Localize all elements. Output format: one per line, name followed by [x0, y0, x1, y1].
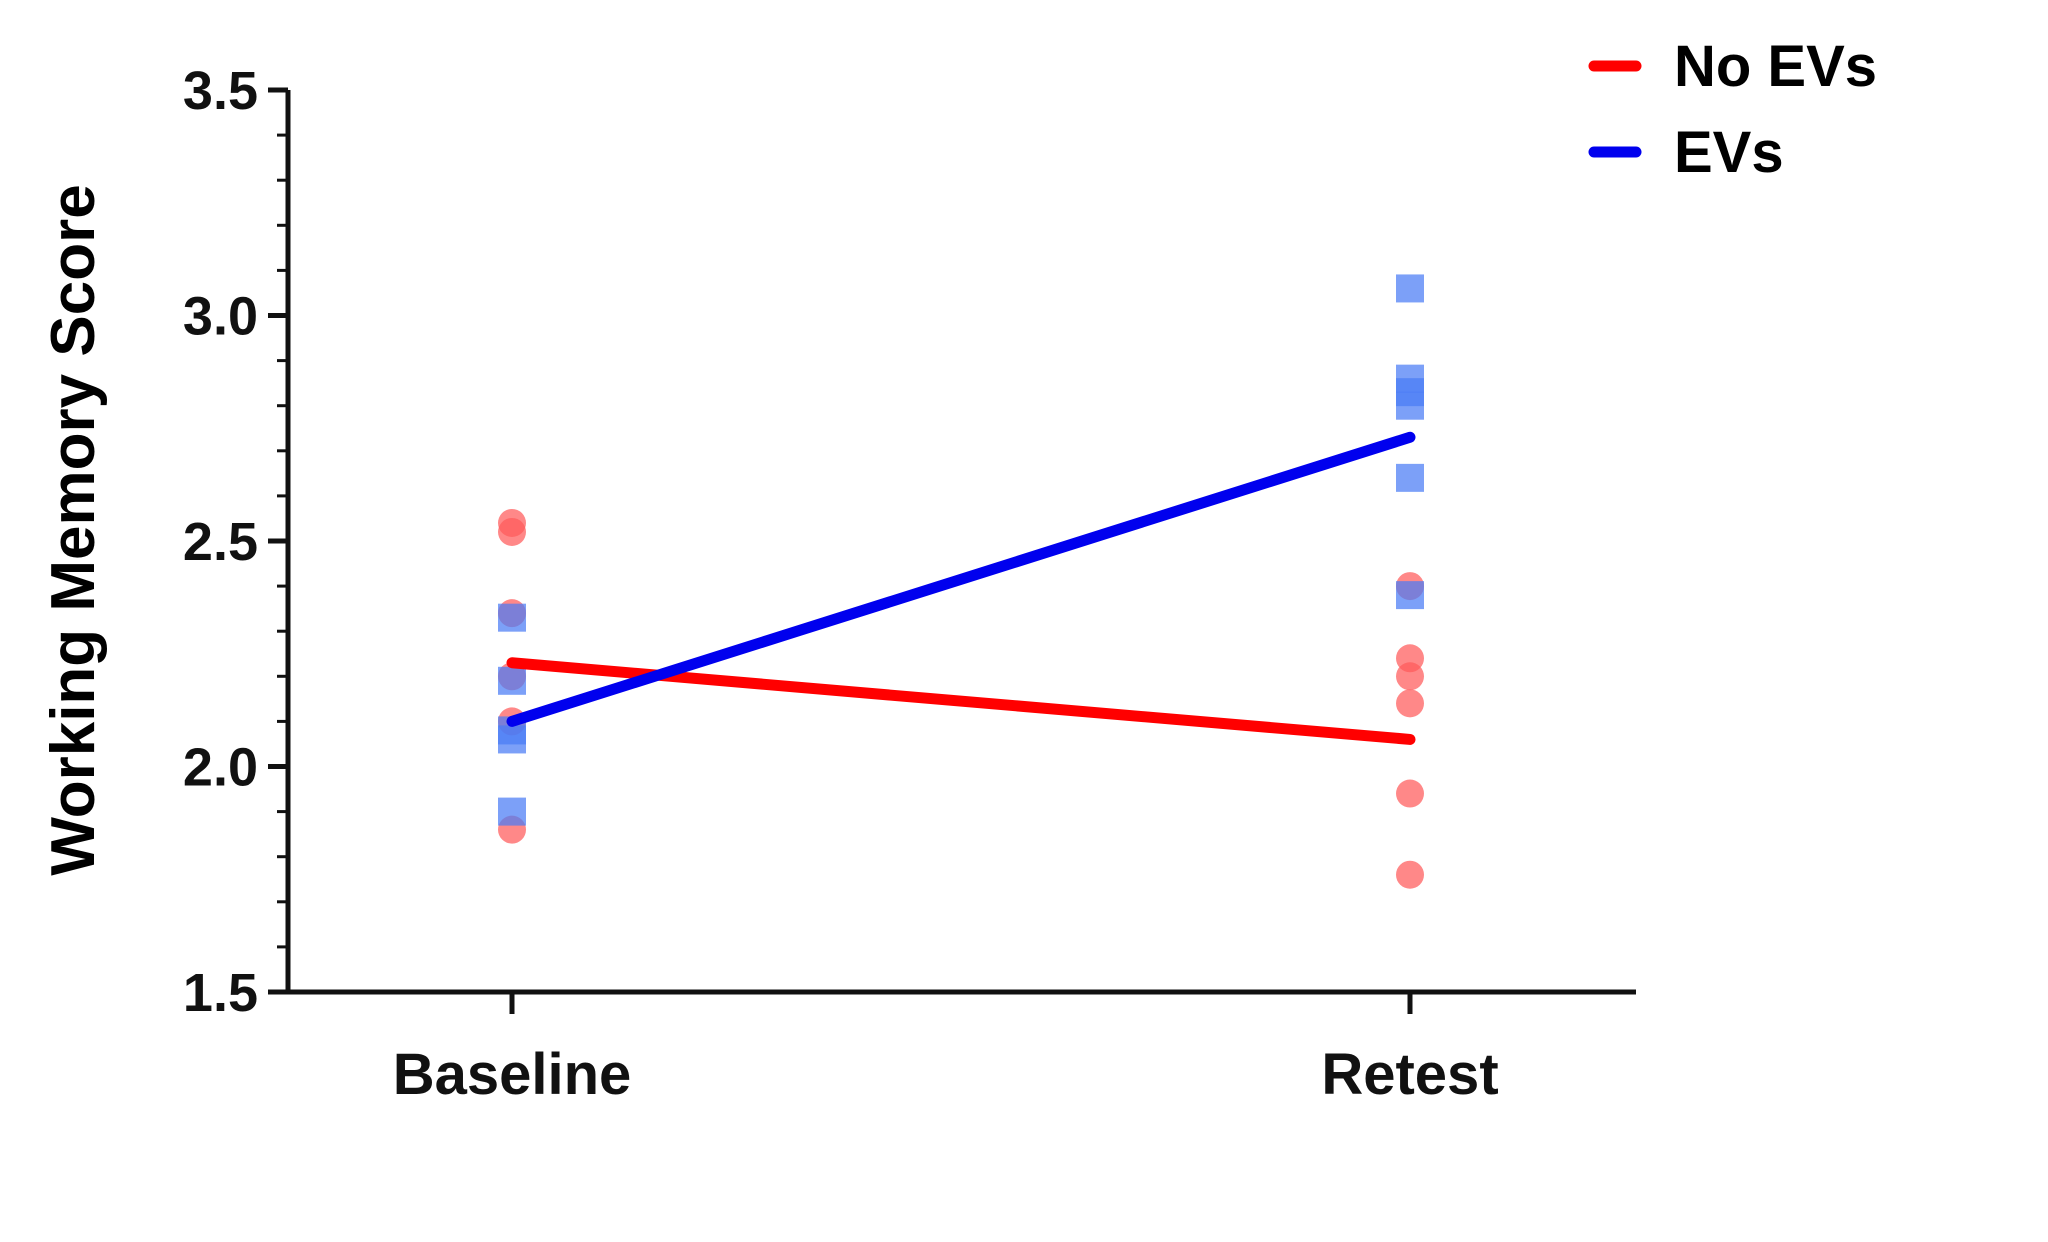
y-ticks: 1.5 2.0 2.5 3.0 3.5: [183, 61, 288, 1023]
y-tick-label: 1.5: [183, 963, 258, 1023]
no-evs-point: [1396, 689, 1424, 718]
x-tick-label: Retest: [1321, 1042, 1498, 1107]
legend-evs-label: EVs: [1674, 120, 1784, 185]
x-tick-label: Baseline: [393, 1042, 632, 1107]
no-evs-point: [1396, 662, 1424, 691]
y-tick-label: 3.5: [183, 61, 258, 121]
evs-point: [1396, 463, 1424, 492]
evs-point: [1396, 274, 1424, 303]
series-lines: [506, 431, 1416, 745]
evs-point: [498, 725, 526, 754]
evs-point: [498, 603, 526, 632]
data-points: [498, 274, 1424, 889]
evs-mean-line: [506, 431, 1416, 727]
no-evs-point: [1396, 860, 1424, 889]
evs-point: [498, 666, 526, 695]
y-tick-label: 3.0: [183, 287, 258, 347]
evs-point: [498, 797, 526, 826]
no-evs-point: [498, 517, 526, 546]
no-evs-point: [1396, 779, 1424, 808]
y-tick-label: 2.5: [183, 512, 258, 572]
evs-point: [1396, 391, 1424, 420]
evs-point: [1396, 581, 1424, 610]
legend-no-evs-label: No EVs: [1674, 34, 1877, 99]
y-tick-label: 2.0: [183, 738, 258, 798]
x-ticks: Baseline Retest: [393, 992, 1499, 1107]
axes: [285, 90, 1636, 995]
y-axis-title: Working Memory Score: [39, 184, 108, 875]
legend: No EVs EVs: [1588, 34, 1877, 185]
